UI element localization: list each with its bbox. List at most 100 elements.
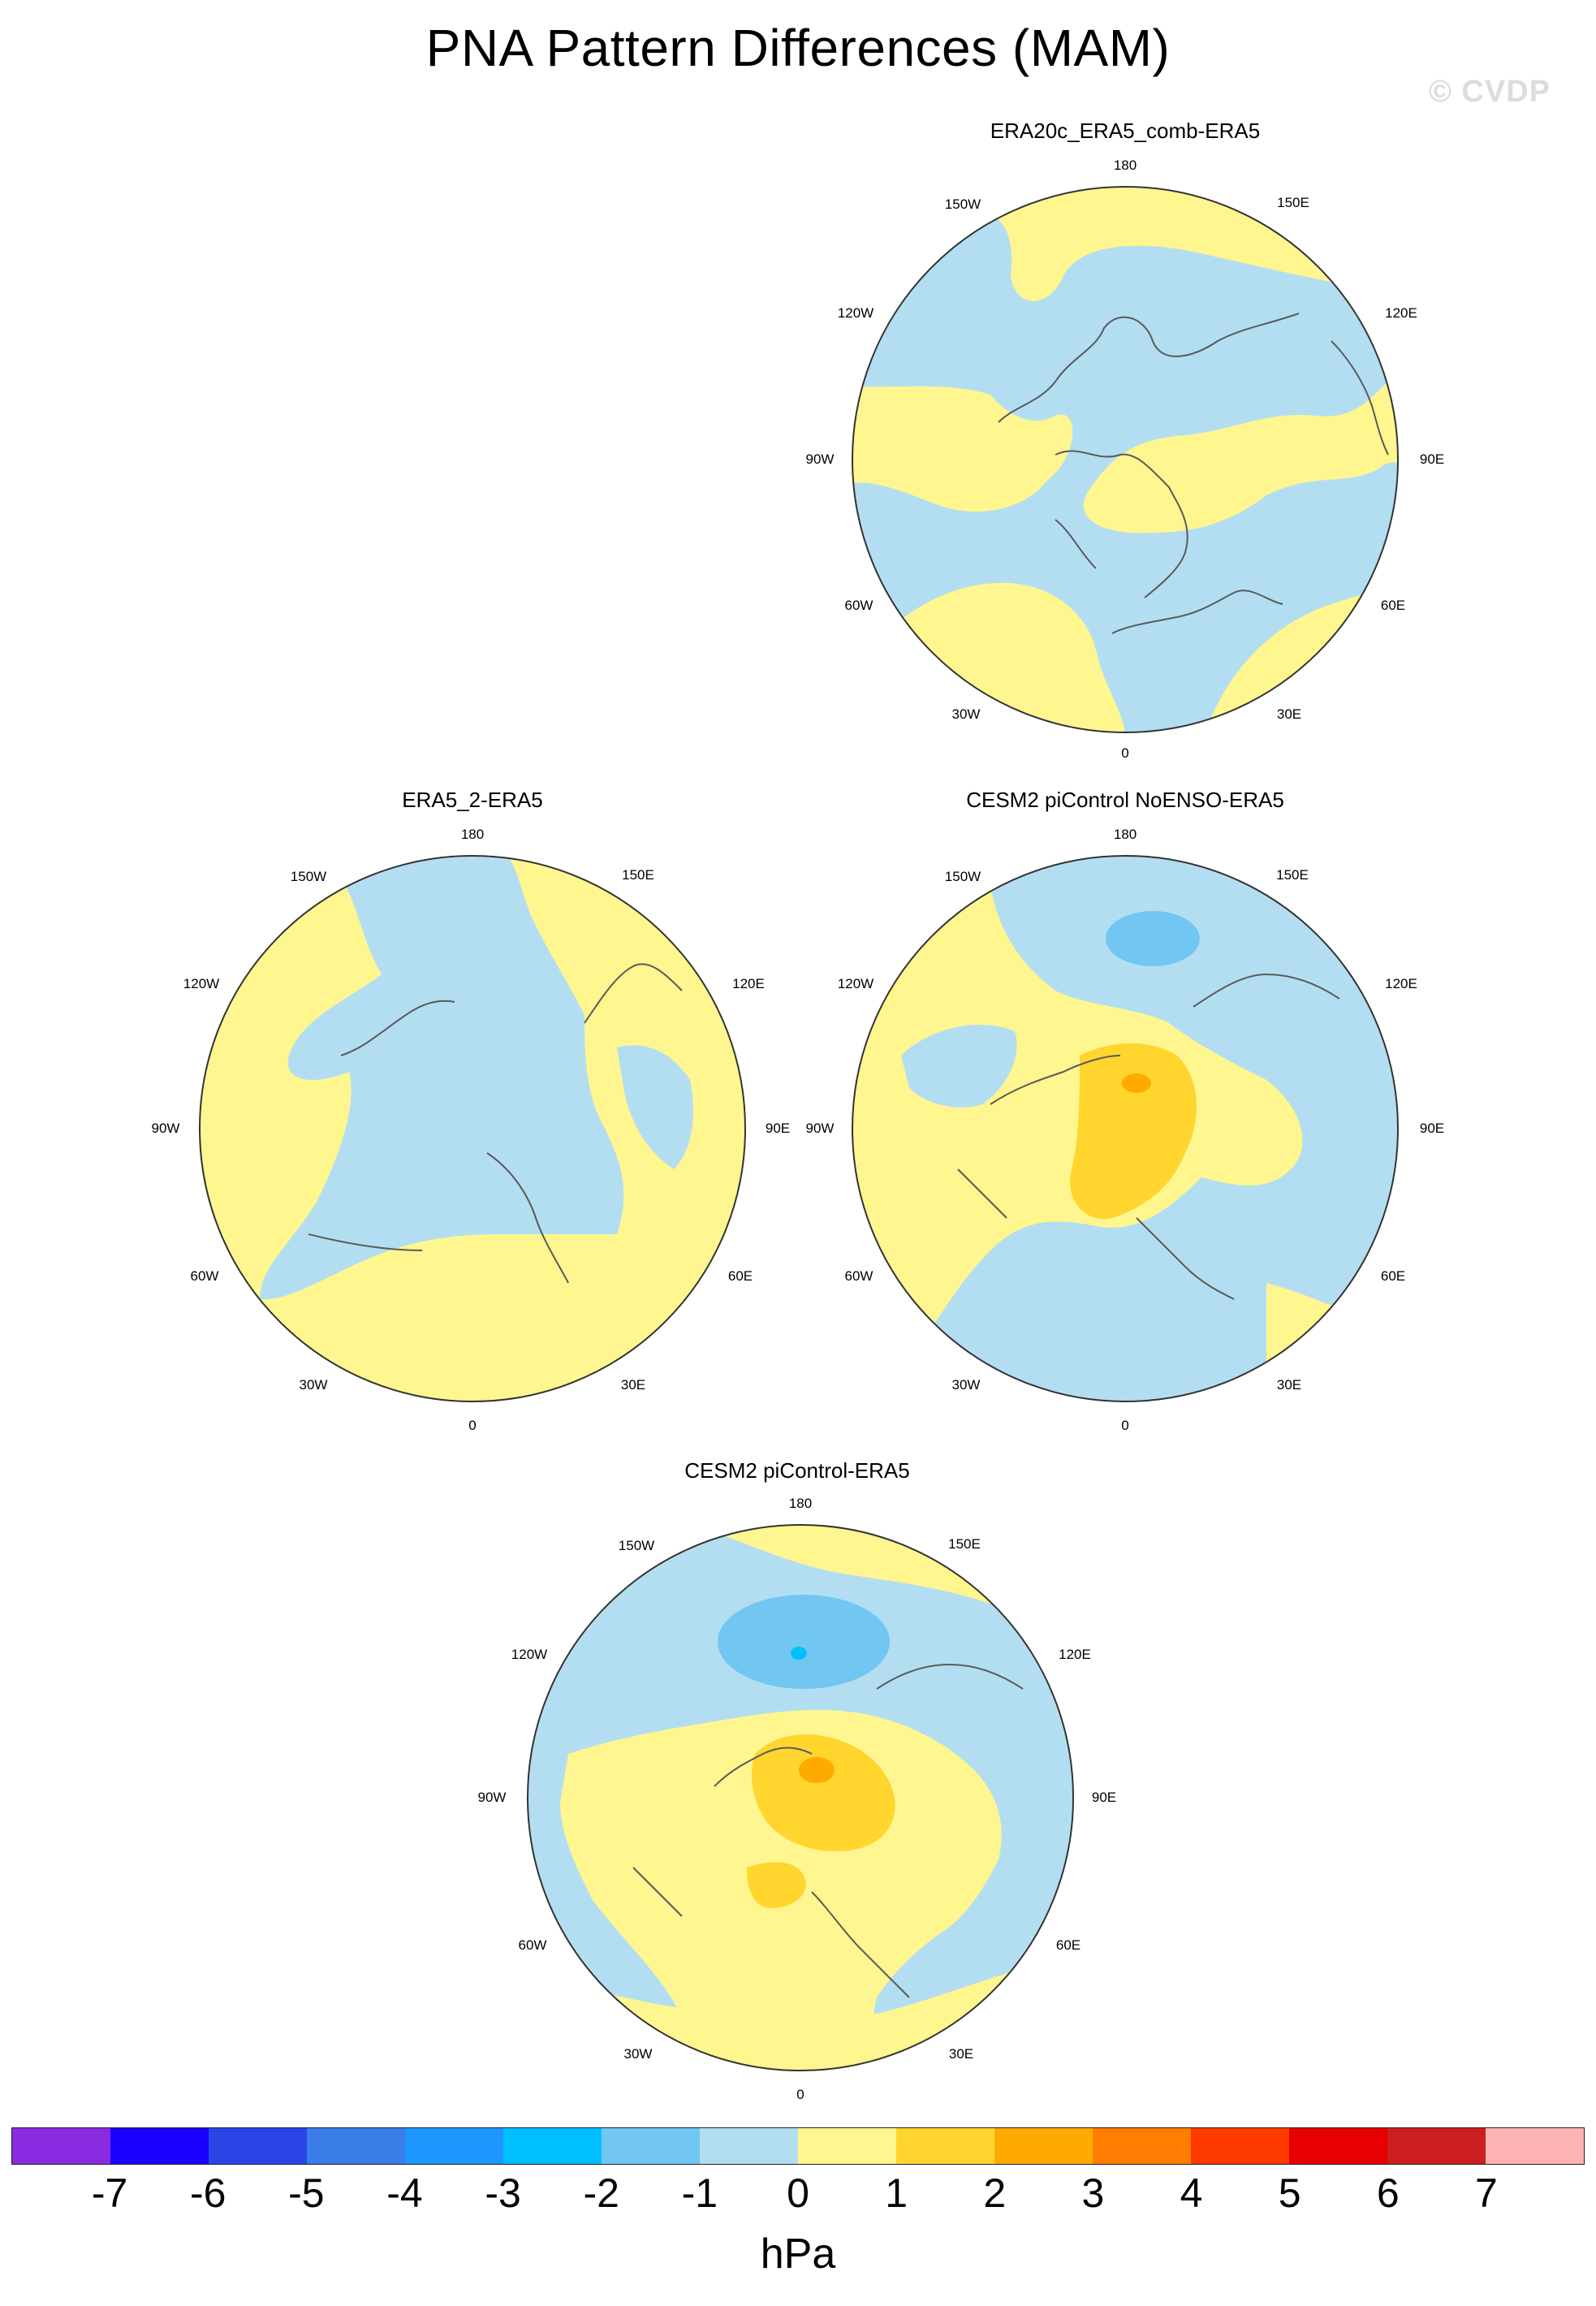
- map-panel-cesm2-noenso: [852, 856, 1398, 1401]
- lon-label-30e: 30E: [1276, 1377, 1302, 1393]
- lon-label-150w: 150W: [944, 196, 981, 212]
- lon-label-180: 180: [1113, 158, 1137, 173]
- lon-label-60w: 60W: [844, 1268, 873, 1284]
- lon-label-180: 180: [788, 1496, 813, 1511]
- map-border: [852, 855, 1399, 1402]
- map-panel-era20c: [852, 187, 1398, 732]
- colorbar-cell: [307, 2128, 405, 2164]
- colorbar-tick-label: 3: [1081, 2170, 1105, 2216]
- lon-label-90w: 90W: [477, 1790, 507, 1805]
- colorbar-tick-label: -7: [91, 2170, 128, 2216]
- lon-label-180: 180: [460, 827, 485, 842]
- coastlines: [308, 963, 683, 1284]
- field-positive-2-3: [799, 1757, 835, 1783]
- field-positive-1-2: [752, 1734, 895, 1851]
- lon-label-150e: 150E: [1276, 867, 1309, 883]
- figure-title: PNA Pattern Differences (MAM): [425, 19, 1171, 77]
- field-positive-1-2: [747, 1862, 806, 1908]
- lon-label-120w: 120W: [837, 976, 874, 991]
- lon-label-30w: 30W: [951, 1377, 981, 1393]
- lon-label-90e: 90E: [765, 1121, 791, 1136]
- lon-label-90w: 90W: [151, 1121, 180, 1136]
- field-negative-2-3: [791, 1647, 807, 1660]
- lon-label-150e: 150E: [622, 867, 654, 883]
- colorbar-tick-label: -1: [681, 2170, 718, 2216]
- colorbar-cell: [1486, 2128, 1584, 2164]
- lon-label-120w: 120W: [183, 976, 220, 991]
- colorbar: [11, 2127, 1585, 2165]
- lon-label-90e: 90E: [1419, 1121, 1445, 1136]
- lon-label-60w: 60W: [844, 598, 873, 613]
- lon-label-30e: 30E: [1276, 706, 1302, 722]
- panel-title-cesm2-noenso: CESM2 piControl NoENSO-ERA5: [966, 788, 1284, 812]
- colorbar-tick-label: -4: [386, 2170, 423, 2216]
- colorbar-cell: [994, 2128, 1093, 2164]
- colorbar-cell: [503, 2128, 602, 2164]
- lon-label-0: 0: [1121, 1418, 1129, 1433]
- lon-label-150e: 150E: [948, 1536, 981, 1552]
- lon-label-60w: 60W: [518, 1937, 547, 1953]
- colorbar-cell: [798, 2128, 896, 2164]
- lon-label-60e: 60E: [1055, 1937, 1081, 1953]
- panel-title-era5-2: ERA5_2-ERA5: [402, 788, 543, 812]
- colorbar-cell: [1191, 2128, 1289, 2164]
- map-panel-era5-2: [200, 856, 745, 1401]
- colorbar-tick-label: -2: [583, 2170, 619, 2216]
- colorbar-tick-label: 1: [885, 2170, 908, 2216]
- colorbar-cell: [405, 2128, 503, 2164]
- lon-label-180: 180: [1113, 827, 1137, 842]
- colorbar-cell: [896, 2128, 994, 2164]
- colorbar-cell: [1289, 2128, 1387, 2164]
- colorbar-tick-label: 2: [983, 2170, 1007, 2216]
- colorbar-cell: [700, 2128, 798, 2164]
- lon-label-90e: 90E: [1419, 451, 1445, 467]
- colorbar-tick-label: -6: [190, 2170, 226, 2216]
- colorbar-cell: [602, 2128, 700, 2164]
- lon-label-150w: 150W: [290, 869, 327, 884]
- panel-title-cesm2-picontrol: CESM2 piControl-ERA5: [684, 1458, 910, 1483]
- lon-label-120w: 120W: [837, 305, 874, 321]
- lon-label-0: 0: [468, 1418, 477, 1433]
- field-negative-0-1: [901, 1024, 1017, 1108]
- colorbar-cell: [209, 2128, 307, 2164]
- lon-label-150e: 150E: [1277, 195, 1309, 210]
- map-panel-cesm2-picontrol: [528, 1525, 1073, 2071]
- coastlines: [998, 313, 1389, 634]
- lon-label-30w: 30W: [623, 2046, 653, 2062]
- colorbar-tick-label: 5: [1278, 2170, 1301, 2216]
- lon-label-60e: 60E: [727, 1268, 753, 1284]
- colorbar-cell: [12, 2128, 110, 2164]
- lon-label-150w: 150W: [618, 1538, 655, 1553]
- lon-label-150w: 150W: [944, 869, 981, 884]
- map-border: [852, 186, 1399, 733]
- panel-title-era20c: ERA20c_ERA5_comb-ERA5: [990, 119, 1261, 143]
- field-positive-2-3: [1122, 1073, 1151, 1093]
- lon-label-30e: 30E: [620, 1377, 646, 1393]
- cvdp-watermark: © CVDP: [1428, 75, 1551, 109]
- lon-label-90w: 90W: [805, 1121, 835, 1136]
- field-negative-0-1: [617, 1045, 693, 1169]
- lon-label-60e: 60E: [1380, 598, 1406, 613]
- colorbar-tick-label: -5: [288, 2170, 325, 2216]
- colorbar-cell: [1093, 2128, 1191, 2164]
- colorbar-tick-label: -3: [485, 2170, 521, 2216]
- lon-label-0: 0: [1121, 745, 1129, 761]
- lon-label-120e: 120E: [1385, 976, 1417, 991]
- colorbar-cell: [1387, 2128, 1486, 2164]
- colorbar-tick-label: 6: [1376, 2170, 1400, 2216]
- lon-label-30w: 30W: [299, 1377, 328, 1393]
- field-positive-0-1: [852, 871, 1303, 1348]
- lon-label-60w: 60W: [190, 1268, 219, 1284]
- lon-label-120e: 120E: [1059, 1647, 1091, 1662]
- coastlines: [957, 973, 1340, 1300]
- field-negative-1-2: [718, 1595, 890, 1689]
- colorbar-tick-label: 4: [1180, 2170, 1203, 2216]
- field-positive-0-1: [1083, 367, 1398, 533]
- coastlines: [632, 1663, 1024, 1998]
- lon-label-90e: 90E: [1091, 1790, 1117, 1805]
- field-positive-0-1: [852, 386, 1073, 512]
- lon-label-0: 0: [796, 2087, 804, 2102]
- lon-label-120e: 120E: [732, 976, 765, 991]
- colorbar-units: hPa: [760, 2230, 836, 2278]
- field-negative-0-1: [260, 856, 624, 1300]
